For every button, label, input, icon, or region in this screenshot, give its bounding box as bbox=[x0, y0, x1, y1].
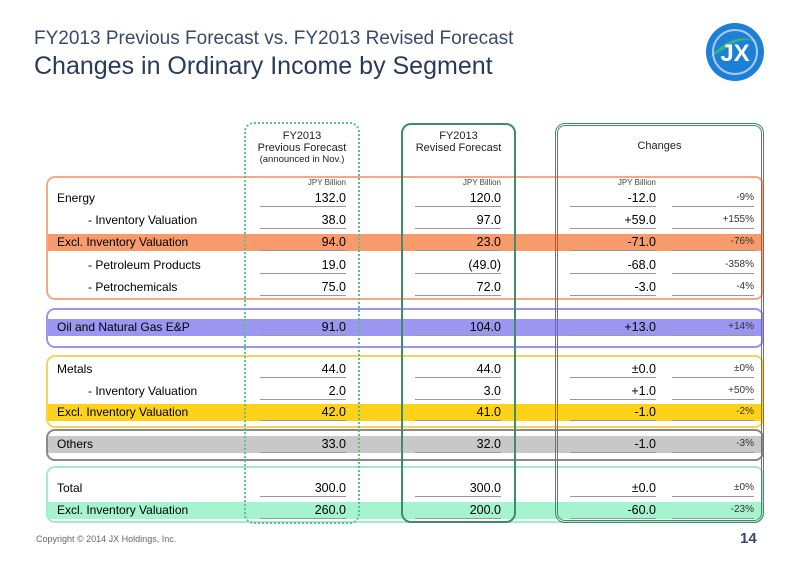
row-label: - Petrochemicals bbox=[88, 280, 178, 294]
change-value: +1.0 bbox=[631, 384, 656, 398]
rev-value: 97.0 bbox=[476, 213, 501, 227]
table-row-oil-gas: Oil and Natural Gas E&P 91.0 104.0 +13.0… bbox=[0, 316, 800, 338]
metals-excl-band bbox=[48, 404, 762, 421]
row-label: - Inventory Valuation bbox=[88, 384, 198, 398]
table-row-metals-inventory: - Inventory Valuation 2.0 3.0 +1.0 +50% bbox=[0, 380, 800, 402]
oil-gas-band bbox=[48, 319, 762, 336]
rev-value: 32.0 bbox=[476, 437, 501, 451]
change-percent: -358% bbox=[725, 259, 754, 270]
rev-value: 120.0 bbox=[469, 191, 501, 205]
revised-forecast-column-box bbox=[401, 123, 516, 523]
change-value: -60.0 bbox=[627, 503, 657, 517]
previous-forecast-header: FY2013 Previous Forecast (announced in N… bbox=[257, 130, 347, 165]
row-label: - Petroleum Products bbox=[88, 258, 201, 272]
prev-value: 94.0 bbox=[321, 235, 346, 249]
change-percent: -76% bbox=[730, 236, 754, 247]
prev-value: 75.0 bbox=[321, 280, 346, 294]
prev-value: 19.0 bbox=[321, 258, 346, 272]
change-value: -12.0 bbox=[627, 191, 657, 205]
table-row-petroleum: - Petroleum Products 19.0 (49.0) -68.0 -… bbox=[0, 254, 800, 276]
table-row-energy-excl: Excl. Inventory Valuation 94.0 23.0 -71.… bbox=[0, 231, 800, 253]
jx-logo: JX bbox=[706, 23, 764, 81]
row-label: Excl. Inventory Valuation bbox=[57, 503, 189, 517]
prev-value: 260.0 bbox=[314, 503, 346, 517]
prev-value: 300.0 bbox=[314, 481, 346, 495]
row-label: Energy bbox=[57, 191, 96, 205]
change-value: ±0.0 bbox=[631, 481, 656, 495]
change-percent: -9% bbox=[736, 192, 754, 203]
row-label: Total bbox=[57, 481, 83, 495]
row-label: - Inventory Valuation bbox=[88, 213, 198, 227]
changes-header: Changes bbox=[637, 140, 682, 152]
change-value: -68.0 bbox=[627, 258, 657, 272]
table-row-metals: Metals 44.0 44.0 ±0.0 ±0% bbox=[0, 358, 800, 380]
changes-column-box bbox=[555, 123, 764, 523]
prev-value: 91.0 bbox=[321, 320, 346, 334]
chg-unit-label: JPY Billion bbox=[617, 178, 656, 187]
prev-value: 42.0 bbox=[321, 405, 346, 419]
rev-unit-label: JPY Billion bbox=[462, 178, 501, 187]
slide-title: FY2013 Previous Forecast vs. FY2013 Revi… bbox=[34, 28, 514, 49]
energy-excl-band bbox=[48, 234, 762, 251]
row-label: Oil and Natural Gas E&P bbox=[57, 320, 190, 334]
table-row-total: Total 300.0 300.0 ±0.0 ±0% bbox=[0, 477, 800, 499]
row-label: Others bbox=[57, 437, 94, 451]
table-row-energy-inventory: - Inventory Valuation 38.0 97.0 +59.0 +1… bbox=[0, 209, 800, 231]
change-value: -1.0 bbox=[634, 405, 656, 419]
rev-value: 104.0 bbox=[469, 320, 501, 334]
slide-subtitle: Changes in Ordinary Income by Segment bbox=[34, 52, 493, 80]
change-value: +13.0 bbox=[624, 320, 656, 334]
change-value: -71.0 bbox=[627, 235, 657, 249]
rev-value: 200.0 bbox=[469, 503, 501, 517]
row-label: Excl. Inventory Valuation bbox=[57, 235, 189, 249]
rev-value: 72.0 bbox=[476, 280, 501, 294]
others-band bbox=[48, 436, 762, 453]
change-percent: +50% bbox=[728, 385, 754, 396]
table-row-total-excl: Excl. Inventory Valuation 260.0 200.0 -6… bbox=[0, 499, 800, 521]
prev-unit-label: JPY Billion bbox=[307, 178, 346, 187]
prev-value: 33.0 bbox=[321, 437, 346, 451]
prev-value: 2.0 bbox=[328, 384, 346, 398]
change-percent: +14% bbox=[728, 321, 754, 332]
change-percent: -23% bbox=[730, 504, 754, 515]
rev-value: 300.0 bbox=[469, 481, 501, 495]
rev-value: 41.0 bbox=[476, 405, 501, 419]
rev-value: 23.0 bbox=[476, 235, 501, 249]
copyright-text: Copyright © 2014 JX Holdings, Inc. bbox=[36, 534, 177, 544]
row-label: Metals bbox=[57, 362, 93, 376]
rev-value: (49.0) bbox=[468, 258, 501, 272]
rev-value: 44.0 bbox=[476, 362, 501, 376]
prev-value: 38.0 bbox=[321, 213, 346, 227]
table-row-petrochemicals: - Petrochemicals 75.0 72.0 -3.0 -4% bbox=[0, 276, 800, 298]
table-row-others: Others 33.0 32.0 -1.0 -3% bbox=[0, 433, 800, 455]
change-percent: -4% bbox=[736, 281, 754, 292]
change-percent: ±0% bbox=[734, 482, 754, 493]
row-label: Excl. Inventory Valuation bbox=[57, 405, 189, 419]
table-row-metals-excl: Excl. Inventory Valuation 42.0 41.0 -1.0… bbox=[0, 401, 800, 423]
change-value: -1.0 bbox=[634, 437, 656, 451]
change-value: -3.0 bbox=[634, 280, 656, 294]
change-percent: -2% bbox=[736, 406, 754, 417]
total-excl-band bbox=[48, 502, 762, 519]
change-value: ±0.0 bbox=[631, 362, 656, 376]
table-row-energy: Energy 132.0 120.0 -12.0 -9% bbox=[0, 187, 800, 209]
page-number: 14 bbox=[740, 530, 757, 547]
logo-text: JX bbox=[720, 40, 749, 67]
previous-forecast-column-box bbox=[244, 122, 360, 524]
change-percent: -3% bbox=[736, 438, 754, 449]
prev-value: 44.0 bbox=[321, 362, 346, 376]
change-percent: +155% bbox=[722, 214, 754, 225]
change-percent: ±0% bbox=[734, 363, 754, 374]
change-value: +59.0 bbox=[624, 213, 656, 227]
rev-value: 3.0 bbox=[483, 384, 501, 398]
revised-forecast-header: FY2013 Revised Forecast bbox=[415, 130, 502, 154]
prev-value: 132.0 bbox=[314, 191, 346, 205]
